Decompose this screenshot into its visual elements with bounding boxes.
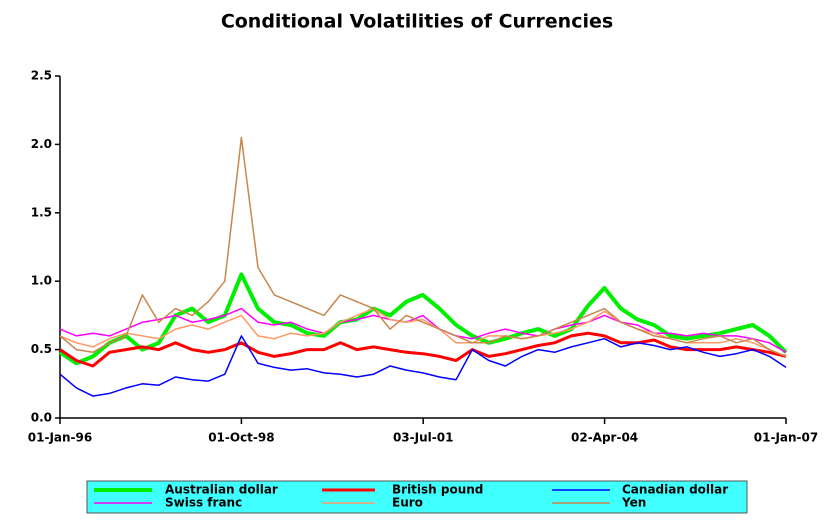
x-tick-label: 03-Jul-01 — [393, 431, 453, 445]
x-tick-label: 01-Jan-96 — [28, 431, 92, 445]
legend-box — [86, 480, 748, 514]
series-line — [59, 331, 787, 368]
y-tick-label: 2.0 — [31, 137, 52, 151]
series-line — [59, 136, 787, 358]
legend-label: Yen — [621, 496, 646, 510]
legend-label: British pound — [392, 483, 483, 497]
series-line — [58, 272, 788, 366]
legend-label: Euro — [392, 496, 423, 510]
series-line — [59, 307, 787, 353]
series-line — [59, 307, 787, 358]
chart-title: Conditional Volatilities of Currencies — [221, 11, 613, 33]
x-tick-label: 02-Apr-04 — [571, 431, 638, 445]
y-tick-label: 2.5 — [31, 69, 52, 83]
legend-label: Swiss franc — [165, 496, 242, 510]
y-tick-label: 1.0 — [31, 274, 52, 288]
legend-label: Canadian dollar — [622, 483, 728, 497]
series-line — [59, 335, 787, 397]
y-tick-label: 0.0 — [31, 411, 52, 425]
x-tick-label: 01-Oct-98 — [208, 431, 274, 445]
y-tick-label: 1.5 — [31, 205, 52, 219]
x-tick-label: 01-Jan-07 — [754, 431, 818, 445]
legend-label: Australian dollar — [165, 483, 278, 497]
y-tick-label: 0.5 — [31, 342, 52, 356]
